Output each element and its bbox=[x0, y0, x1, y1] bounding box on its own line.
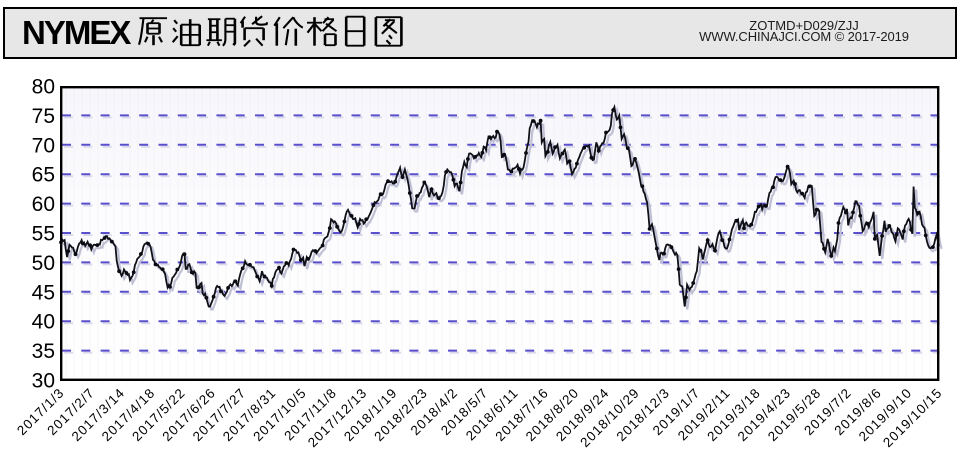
svg-text:35: 35 bbox=[32, 340, 55, 363]
svg-text:ZOTMD+D029/ZJJ: ZOTMD+D029/ZJJ bbox=[749, 18, 858, 33]
svg-text:65: 65 bbox=[32, 164, 55, 187]
svg-text:40: 40 bbox=[32, 311, 55, 334]
svg-text:NYMEX: NYMEX bbox=[22, 14, 131, 51]
svg-text:45: 45 bbox=[32, 281, 55, 304]
svg-text:WWW.CHINAJCI.COM © 2017-2019: WWW.CHINAJCI.COM © 2017-2019 bbox=[699, 29, 909, 44]
svg-text:30: 30 bbox=[32, 370, 55, 393]
svg-text:60: 60 bbox=[32, 193, 55, 216]
svg-text:80: 80 bbox=[32, 76, 55, 99]
svg-text:55: 55 bbox=[32, 223, 55, 246]
svg-text:75: 75 bbox=[32, 105, 55, 128]
svg-text:70: 70 bbox=[32, 134, 55, 157]
svg-text:50: 50 bbox=[32, 252, 55, 275]
